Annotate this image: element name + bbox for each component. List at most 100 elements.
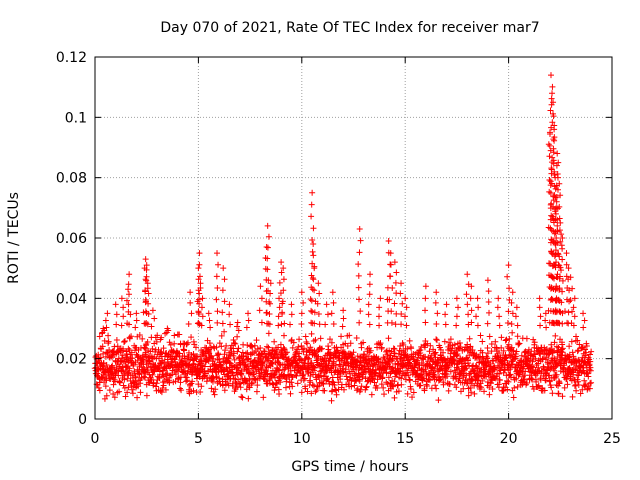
roti-point (143, 262, 150, 269)
roti-base-point (243, 356, 250, 363)
roti-streak-point (556, 308, 563, 315)
roti-streak-point (581, 317, 588, 324)
roti-base-point (341, 386, 348, 393)
roti-base-point (246, 366, 253, 373)
roti-base-point (315, 382, 322, 389)
roti-base-point (322, 361, 329, 368)
roti-base-point (166, 339, 173, 346)
roti-point (377, 295, 384, 302)
roti-base-point (152, 383, 159, 390)
roti-base-point (514, 383, 521, 390)
roti-point (104, 310, 111, 317)
roti-streak-point (389, 284, 396, 291)
roti-streak-point (309, 274, 316, 281)
roti-base-point (553, 381, 560, 388)
roti-streak-point (558, 231, 565, 238)
roti-base-point (140, 373, 147, 380)
roti-base-point (502, 354, 509, 361)
roti-base-point (311, 364, 318, 371)
x-tick-label: 5 (194, 431, 203, 447)
roti-base-point (460, 385, 467, 392)
roti-point (468, 283, 475, 290)
roti-base-point (426, 348, 433, 355)
roti-streak-point (547, 239, 554, 246)
roti-base-point (499, 387, 506, 394)
roti-base-point (502, 337, 509, 344)
roti-streak-point (322, 321, 329, 328)
roti-streak-point (221, 276, 228, 283)
roti-base-point (555, 390, 562, 397)
roti-streak-point (103, 324, 110, 331)
roti-streak-point (442, 311, 449, 318)
roti-streak-point (465, 321, 472, 328)
roti-base-point (551, 339, 558, 346)
roti-base-point (529, 358, 536, 365)
roti-base-point (454, 351, 461, 358)
roti-base-point (104, 350, 111, 357)
roti-base-point (564, 381, 571, 388)
roti-point (340, 307, 347, 314)
roti-streak-point (397, 290, 404, 297)
roti-streak-point (187, 299, 194, 306)
roti-streak-point (553, 162, 560, 169)
roti-streak-point (278, 321, 285, 328)
roti-base-point (95, 384, 102, 391)
roti-streak-point (266, 321, 273, 328)
roti-base-point (500, 347, 507, 354)
roti-streak-point (401, 313, 408, 320)
roti-streak-point (120, 304, 127, 311)
chart-title: Day 070 of 2021, Rate Of TEC Index for r… (160, 20, 539, 36)
roti-base-point (569, 349, 576, 356)
roti-base-point (276, 361, 283, 368)
roti-base-point (228, 369, 235, 376)
roti-streak-point (556, 253, 563, 260)
roti-base-point (161, 359, 168, 366)
roti-base-point (275, 355, 282, 362)
roti-streak-point (546, 260, 553, 267)
roti-base-point (385, 335, 392, 342)
roti-base-point (289, 344, 296, 351)
roti-base-point (272, 384, 279, 391)
roti-point (559, 235, 566, 241)
roti-streak-point (310, 252, 317, 259)
roti-base-point (290, 339, 297, 346)
roti-streak-point (559, 245, 566, 252)
roti-base-point (124, 370, 131, 377)
roti-base-point (393, 371, 400, 378)
roti-point (263, 244, 270, 251)
roti-point (187, 289, 194, 296)
roti-point (495, 295, 502, 302)
roti-base-point (363, 383, 370, 390)
roti-point (484, 277, 491, 284)
roti-streak-point (465, 311, 472, 318)
roti-streak-point (366, 321, 373, 328)
roti-point (144, 280, 151, 287)
roti-point (422, 283, 429, 290)
roti-streak-point (125, 281, 132, 288)
roti-streak-point (298, 320, 305, 327)
roti-base-point (142, 370, 149, 377)
roti-base-point (559, 354, 566, 361)
roti-base-point (101, 395, 108, 402)
roti-base-point (464, 360, 471, 367)
roti-base-point (347, 374, 354, 381)
roti-point (118, 295, 125, 302)
roti-point (398, 280, 405, 287)
roti-streak-point (557, 238, 564, 245)
roti-base-point (261, 348, 268, 355)
roti-streak-point (113, 311, 120, 318)
roti-base-point (505, 378, 512, 385)
roti-base-point (172, 371, 179, 378)
roti-base-point (300, 376, 307, 383)
roti-base-point (146, 358, 153, 365)
roti-streak-point (546, 176, 553, 183)
roti-base-point (246, 384, 253, 391)
roti-base-point (271, 338, 278, 345)
roti-point (278, 259, 285, 266)
roti-base-point (367, 347, 374, 354)
roti-streak-point (275, 322, 282, 329)
roti-base-point (535, 364, 542, 371)
roti-streak-point (550, 149, 557, 156)
roti-base-point (478, 384, 485, 391)
roti-streak-point (548, 296, 555, 303)
